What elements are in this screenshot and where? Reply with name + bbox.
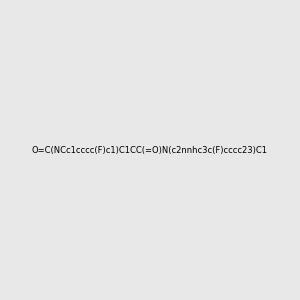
Text: O=C(NCc1cccc(F)c1)C1CC(=O)N(c2nnhc3c(F)cccc23)C1: O=C(NCc1cccc(F)c1)C1CC(=O)N(c2nnhc3c(F)c… — [32, 146, 268, 154]
